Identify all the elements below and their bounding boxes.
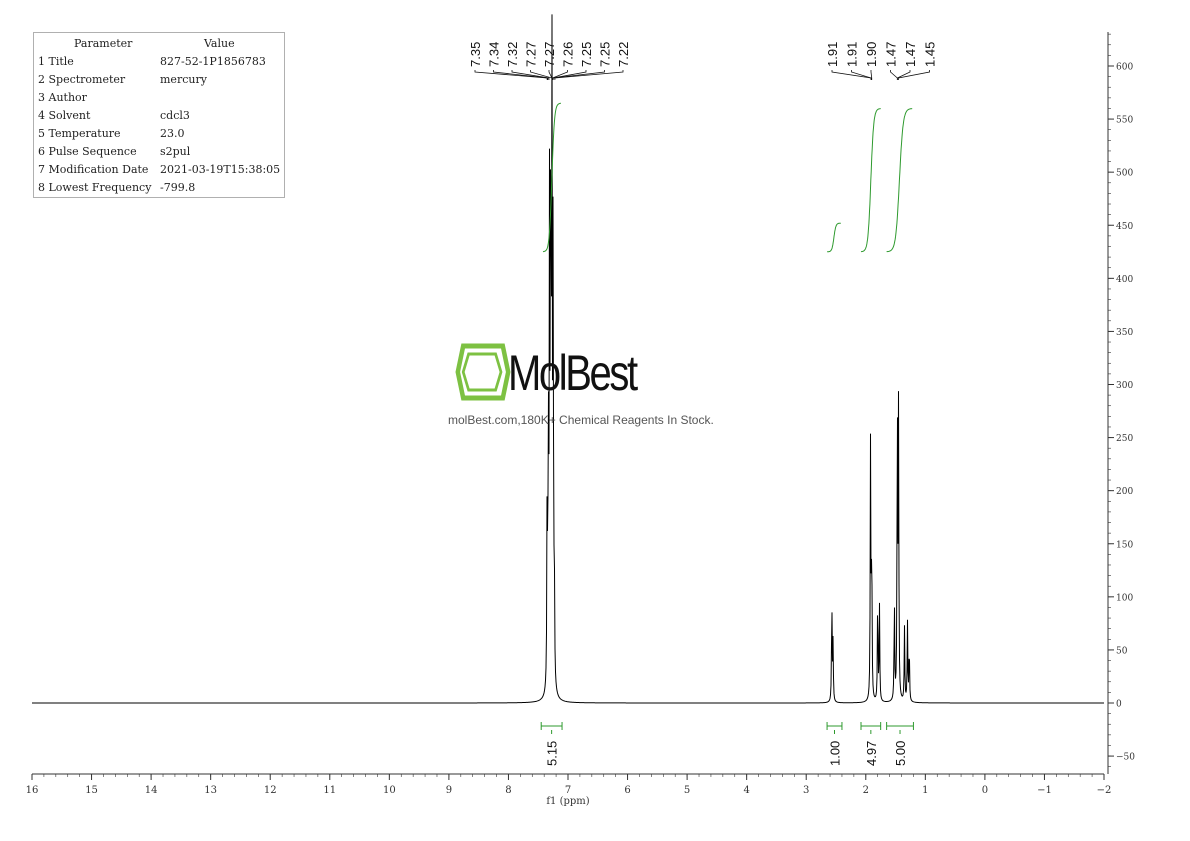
x-tick-label: −1 <box>1037 785 1052 796</box>
peak-label-leader <box>552 70 568 80</box>
param-value: 827-52-1P1856783 <box>160 55 266 68</box>
peak-label-leader <box>870 70 873 80</box>
x-axis-label: f1 (ppm) <box>546 796 589 807</box>
x-tick-label: 14 <box>145 785 158 796</box>
y-tick-label: 600 <box>1116 63 1133 73</box>
param-name: 5 Temperature <box>38 127 121 140</box>
peak-label: 1.91 <box>825 42 840 67</box>
x-tick-label: 5 <box>684 785 690 796</box>
x-tick-label: 16 <box>26 785 39 796</box>
molbest-logo-icon <box>455 343 511 401</box>
y-tick-label: 100 <box>1116 593 1133 603</box>
value-header-label: Value <box>204 37 235 50</box>
parameter-table: Parameter Value 1 Title 827-52-1P1856783… <box>33 32 285 198</box>
peak-label-leader <box>851 70 872 80</box>
y-tick-label: 350 <box>1116 328 1133 338</box>
integral-curve <box>886 108 913 253</box>
peak-label: 7.26 <box>561 42 576 67</box>
param-header-label: Parameter <box>74 37 133 50</box>
param-value: cdcl3 <box>160 109 190 122</box>
integral-value: 4.97 <box>864 741 879 766</box>
y-tick-label: 450 <box>1116 222 1133 232</box>
peak-label: 7.25 <box>579 42 594 67</box>
x-tick-label: 7 <box>565 785 571 796</box>
param-value: s2pul <box>160 145 191 158</box>
peak-label: 7.22 <box>616 42 631 67</box>
y-tick-label: 400 <box>1116 275 1133 285</box>
peak-label: 7.27 <box>542 42 557 67</box>
x-tick-label: −2 <box>1097 785 1112 796</box>
peak-label: 7.25 <box>598 42 613 67</box>
x-tick-label: 15 <box>85 785 98 796</box>
y-tick-label: 300 <box>1116 381 1133 391</box>
peak-label: 7.27 <box>524 42 539 67</box>
integral-curve <box>827 222 841 253</box>
peak-label: 7.32 <box>505 42 520 67</box>
param-name: 4 Solvent <box>38 109 91 122</box>
peak-label: 1.47 <box>903 42 918 67</box>
y-tick-label: 500 <box>1116 169 1133 179</box>
integral-value: 5.15 <box>545 741 560 766</box>
x-tick-label: 3 <box>803 785 809 796</box>
spectrum-trace <box>32 14 1104 704</box>
peak-label: 7.34 <box>487 42 502 67</box>
x-tick-label: 12 <box>264 785 277 796</box>
y-tick-label: −50 <box>1116 753 1135 763</box>
integral-curve <box>860 108 881 253</box>
peak-label: 1.47 <box>884 42 899 67</box>
peak-label-leader <box>511 70 550 80</box>
param-name: 6 Pulse Sequence <box>38 145 137 158</box>
y-tick-label: 200 <box>1116 487 1133 497</box>
peak-label-leader <box>554 70 624 80</box>
x-tick-label: 0 <box>982 785 988 796</box>
peak-label-leader <box>552 70 605 80</box>
param-value: 23.0 <box>160 127 185 140</box>
peak-label: 1.91 <box>845 42 860 67</box>
y-tick-label: 0 <box>1116 700 1122 710</box>
y-tick-label: 50 <box>1116 646 1128 656</box>
x-tick-label: 10 <box>383 785 396 796</box>
x-tick-label: 2 <box>863 785 869 796</box>
peak-label-leader <box>898 70 930 80</box>
peak-label-leader <box>890 70 898 80</box>
y-tick-label: 550 <box>1116 116 1133 126</box>
watermark-brand: MolBest <box>508 345 638 401</box>
peak-label-leader <box>548 70 553 80</box>
x-tick-label: 8 <box>505 785 511 796</box>
param-name: 8 Lowest Frequency <box>38 181 152 194</box>
watermark-tagline: molBest.com,180K+ Chemical Reagents In S… <box>448 413 714 427</box>
param-value: 2021-03-19T15:38:05 <box>160 163 281 176</box>
y-tick-label: 250 <box>1116 434 1133 444</box>
x-tick-label: 9 <box>446 785 452 796</box>
param-name: 1 Title <box>38 55 74 68</box>
peak-label: 7.35 <box>468 42 483 67</box>
peak-label: 1.45 <box>923 42 938 67</box>
param-name: 2 Spectrometer <box>38 73 126 86</box>
y-tick-label: 150 <box>1116 540 1133 550</box>
x-tick-label: 4 <box>743 785 749 796</box>
x-tick-label: 1 <box>922 785 928 796</box>
peak-label-leader <box>493 70 549 80</box>
peak-label-leader <box>474 70 548 80</box>
x-tick-label: 6 <box>624 785 630 796</box>
peak-label: 1.90 <box>864 42 879 67</box>
param-value: mercury <box>160 73 207 86</box>
integral-value: 1.00 <box>828 741 843 766</box>
integral-value: 5.00 <box>893 741 908 766</box>
x-tick-label: 13 <box>204 785 217 796</box>
param-value: -799.8 <box>160 181 196 194</box>
x-tick-label: 11 <box>323 785 336 796</box>
param-name: 7 Modification Date <box>38 163 149 176</box>
peak-label-leader <box>896 70 911 80</box>
param-name: 3 Author <box>38 91 87 104</box>
integral-curve <box>542 102 561 253</box>
